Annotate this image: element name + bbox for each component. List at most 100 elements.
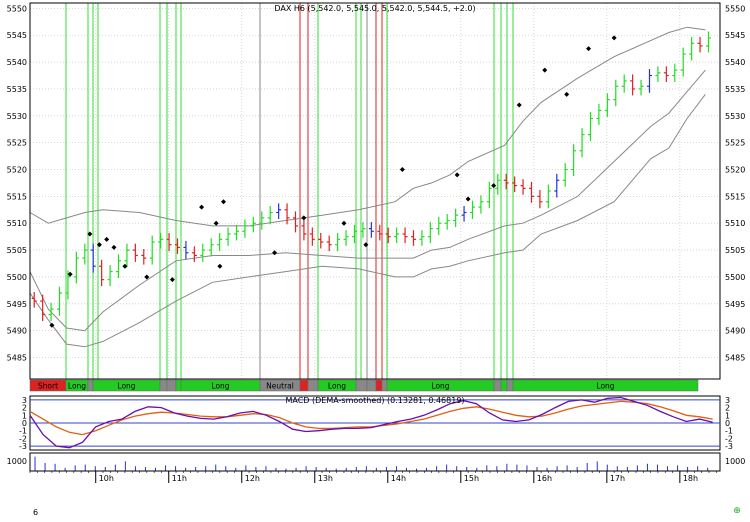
grid xyxy=(30,3,720,379)
swing-marker xyxy=(301,215,307,221)
swing-markers xyxy=(49,35,617,328)
regime-label: Long xyxy=(596,382,614,391)
macd-tick-label-left: -1 xyxy=(19,427,27,436)
price-tick-label-right: 5495 xyxy=(725,300,745,309)
price-tick-label-right: 5550 xyxy=(725,4,745,13)
swing-marker xyxy=(611,35,617,41)
macd-tick-label-right: -3 xyxy=(725,442,733,451)
regime-label: Long xyxy=(328,382,346,391)
price-tick-label-left: 5530 xyxy=(7,112,27,121)
swing-marker xyxy=(199,204,205,210)
price-tick-label-left: 5500 xyxy=(7,273,27,282)
price-tick-label-right: 5535 xyxy=(725,85,745,94)
swing-marker xyxy=(465,196,471,202)
swing-marker xyxy=(542,67,548,73)
regime-segment xyxy=(512,379,699,392)
price-tick-label-right: 5520 xyxy=(725,166,745,175)
macd-tick-label-left: 2 xyxy=(22,404,27,413)
price-tick-label-left: 5520 xyxy=(7,166,27,175)
swing-marker xyxy=(67,271,73,277)
macd-tick-label-left: 3 xyxy=(22,396,27,405)
swing-marker xyxy=(217,263,223,269)
price-tick-label-left: 5525 xyxy=(7,139,27,148)
macd-panel: -3 -3-2 -2-1 -10 01 12 23 3 xyxy=(19,396,733,451)
swing-marker xyxy=(399,167,405,173)
price-tick-label-right: 5530 xyxy=(725,112,745,121)
macd-tick-label-left: 1 xyxy=(22,411,27,420)
regime-label: Short xyxy=(38,382,58,391)
time-tick-label: 16h xyxy=(537,474,552,483)
swing-marker xyxy=(363,242,369,248)
volume-panel-frame xyxy=(29,452,721,472)
swing-marker xyxy=(96,242,102,248)
regime-segment xyxy=(506,379,514,392)
swing-marker xyxy=(144,274,150,280)
swing-marker xyxy=(213,220,219,226)
regime-segment xyxy=(375,379,383,392)
price-tick-label-left: 5505 xyxy=(7,246,27,255)
swing-marker xyxy=(111,244,117,250)
macd-tick-label-right: 1 xyxy=(725,411,730,420)
swing-marker xyxy=(169,277,175,283)
time-tick-label: 13h xyxy=(318,474,333,483)
time-tick-label: 17h xyxy=(610,474,625,483)
regime-label: Long xyxy=(431,382,449,391)
bottom-left-label: 6 xyxy=(33,508,38,517)
band-upper xyxy=(29,26,706,227)
regime-segment xyxy=(381,379,388,392)
regime-segment xyxy=(355,379,368,392)
band-outer_lower xyxy=(29,93,706,348)
regime-segment xyxy=(366,379,377,392)
chart-title: DAX H6 (5,542.0, 5,545.0, 5,542.0, 5,544… xyxy=(274,4,475,13)
time-tick-label: 15h xyxy=(464,474,479,483)
volume-tick-label-left: 1000 xyxy=(7,457,27,466)
macd-signal-line xyxy=(29,400,713,436)
price-tick-label-right: 5505 xyxy=(725,246,745,255)
time-tick-label: 14h xyxy=(391,474,406,483)
price-tick-label-left: 5550 xyxy=(7,4,27,13)
price-axis: 5485 5485 5490 5490 5495 5495 5500 5500 5505 5505… xyxy=(7,4,746,362)
price-tick-label-right: 5525 xyxy=(725,139,745,148)
price-tick-label-right: 5510 xyxy=(725,219,745,228)
regime-label: Long xyxy=(117,382,135,391)
regime-label: Neutral xyxy=(266,382,294,391)
swing-marker xyxy=(491,183,497,189)
swing-marker xyxy=(454,172,460,178)
time-tick-label: 10h xyxy=(99,474,114,483)
macd-line xyxy=(29,396,713,449)
price-tick-label-left: 5495 xyxy=(7,300,27,309)
price-tick-label-right: 5540 xyxy=(725,58,745,67)
price-tick-label-right: 5490 xyxy=(725,327,745,336)
regime-segment xyxy=(87,379,94,392)
price-tick-label-left: 5515 xyxy=(7,192,27,201)
time-tick-label: 12h xyxy=(245,474,260,483)
price-tick-label-left: 5485 xyxy=(7,354,27,363)
macd-tick-label-right: 0 xyxy=(725,419,730,428)
swing-marker xyxy=(586,46,592,52)
swing-marker xyxy=(564,91,570,97)
price-tick-label-left: 5540 xyxy=(7,58,27,67)
regime-label: Long xyxy=(68,382,86,391)
signal-vertical-lines xyxy=(65,3,514,379)
price-tick-label-left: 5545 xyxy=(7,31,27,40)
swing-marker xyxy=(87,231,93,237)
swing-marker xyxy=(49,322,55,328)
candles xyxy=(31,31,711,321)
regime-segment xyxy=(175,379,182,392)
time-axis: 10h 11h 12h 13h 14h 15h 16h 17h 18h xyxy=(29,470,720,483)
macd-tick-label-right: -2 xyxy=(725,434,733,443)
swing-marker xyxy=(104,236,110,242)
macd-tick-label-right: -1 xyxy=(725,427,733,436)
scroll-icon[interactable]: ⊕ xyxy=(733,506,741,516)
time-tick-label: 11h xyxy=(172,474,187,483)
regime-bar: Short Long Long Long Neutral Long Long Long xyxy=(29,379,699,392)
macd-tick-label-left: -3 xyxy=(19,442,27,451)
price-tick-label-right: 5500 xyxy=(725,273,745,282)
regime-segment xyxy=(500,379,508,392)
swing-marker xyxy=(516,102,522,108)
macd-tick-label-right: 2 xyxy=(725,404,730,413)
price-tick-label-right: 5485 xyxy=(725,354,745,363)
price-panel-frame xyxy=(29,2,721,380)
